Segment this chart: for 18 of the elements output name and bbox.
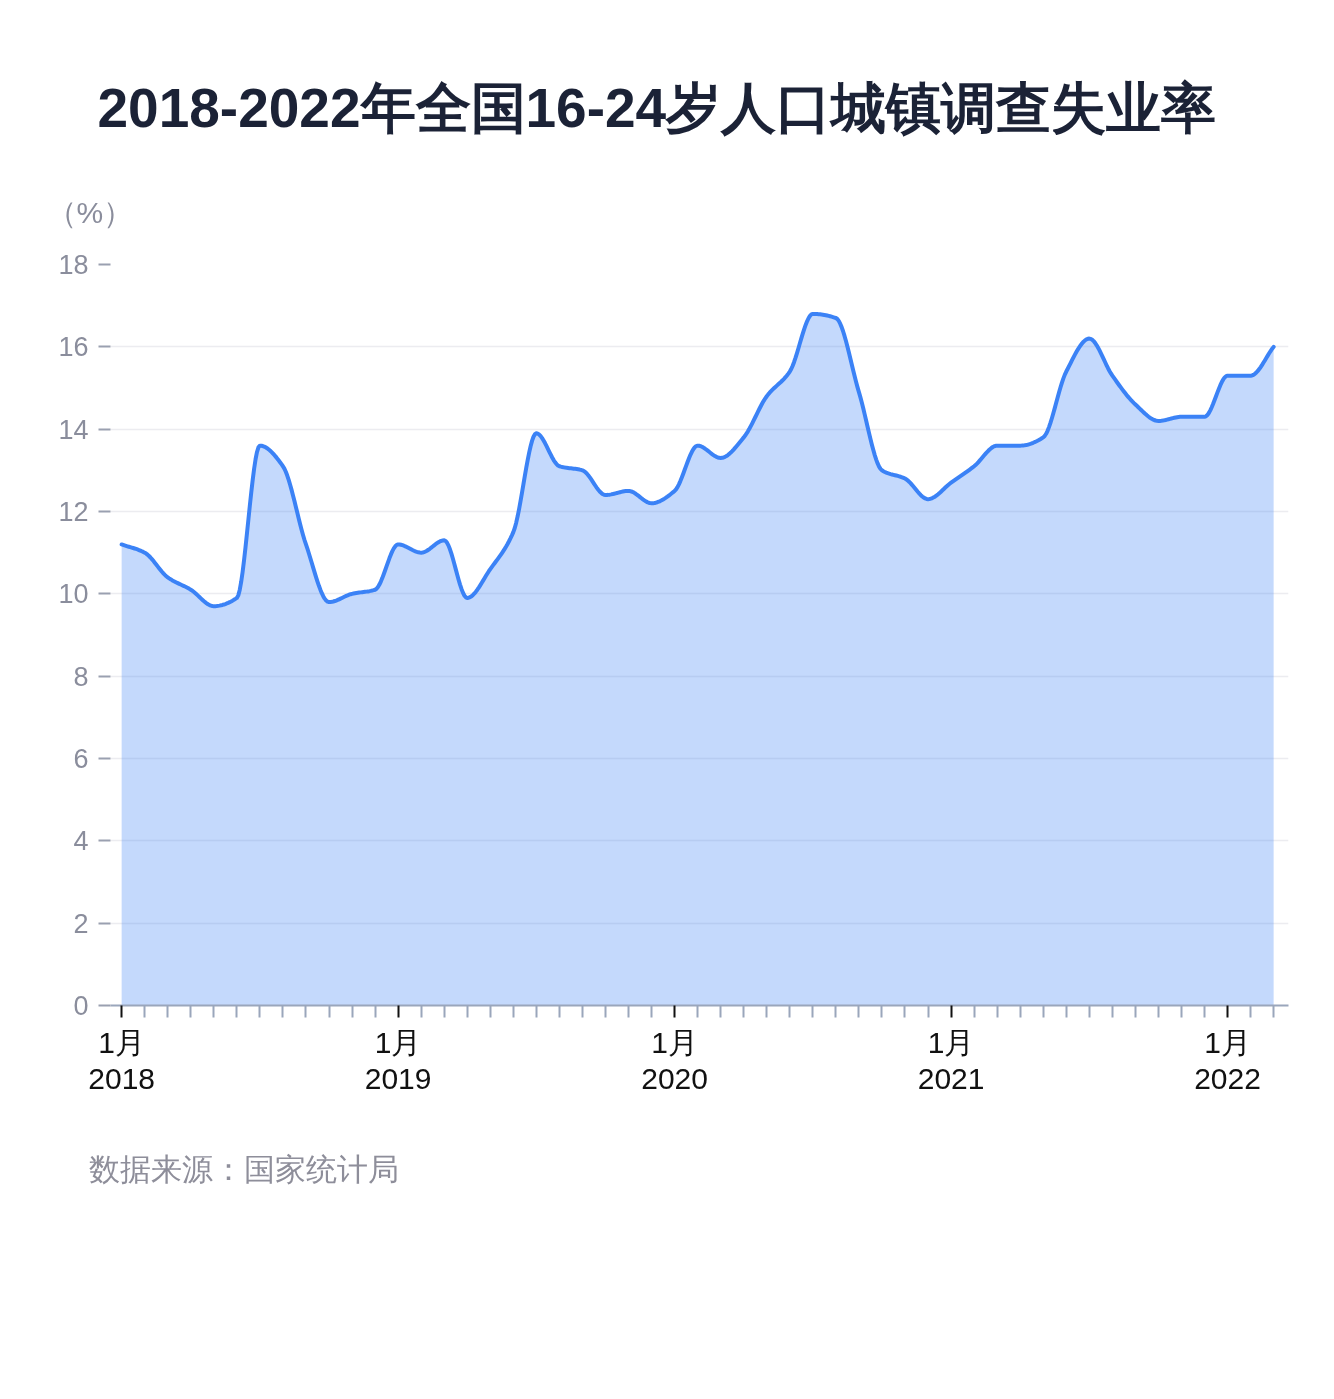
- y-tick-label: 2: [73, 908, 89, 939]
- x-tick-label: 1月 2020: [641, 1025, 708, 1095]
- y-tick-label: 18: [58, 250, 89, 280]
- x-tick-label: 1月 2021: [917, 1025, 985, 1095]
- y-tick-label: 6: [73, 744, 89, 774]
- source-note: 数据来源：国家统计局: [88, 1151, 399, 1187]
- x-tick-label: 1月 2022: [1194, 1025, 1261, 1095]
- chart-title: 2018-2022年全国16-24岁人口城镇调查失业率: [97, 76, 1217, 139]
- y-tick-label: 4: [73, 826, 89, 857]
- x-tick-label: 1月 2019: [364, 1025, 432, 1095]
- y-tick-label: 8: [73, 661, 89, 692]
- y-tick-label: 10: [58, 579, 89, 610]
- y-tick-label: 0: [73, 991, 89, 1021]
- x-tick-label: 1月 2018: [88, 1025, 156, 1095]
- y-tick-label: 12: [58, 497, 89, 527]
- y-tick-label: 14: [58, 414, 89, 445]
- y-axis-title: （%）: [46, 195, 134, 229]
- y-tick-label: 16: [58, 332, 89, 363]
